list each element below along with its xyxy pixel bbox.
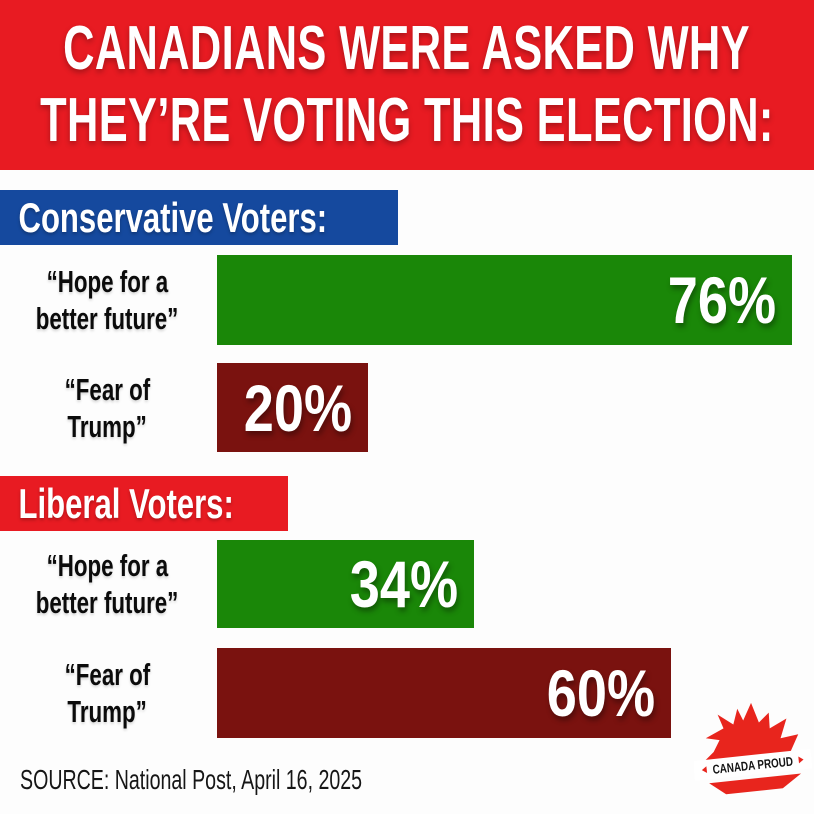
bar-label-hope: “Hope for a better future” xyxy=(8,255,206,345)
header-banner: CANADIANS WERE ASKED WHY THEY’RE VOTING … xyxy=(0,0,814,170)
bar-row-liberal-hope: “Hope for a better future” 34% xyxy=(0,540,814,628)
source-attribution: SOURCE: National Post, April 16, 2025 xyxy=(20,764,363,795)
bar-liberal-hope: 34% xyxy=(217,540,474,628)
bar-label-line1: “Fear of xyxy=(64,371,150,407)
bar-row-liberal-fear: “Fear of Trump” 60% xyxy=(0,648,814,738)
bar-liberal-fear: 60% xyxy=(217,648,671,738)
bar-value: 60% xyxy=(546,656,655,730)
logo-diamond-left-icon xyxy=(701,766,708,774)
bar-label-line1: “Fear of xyxy=(64,657,150,692)
bar-value: 76% xyxy=(667,263,776,337)
bar-label-line1: “Hope for a xyxy=(46,264,168,299)
header-title-line1: CANADIANS WERE ASKED WHY xyxy=(63,14,751,83)
group-banner-conservative: Conservative Voters: xyxy=(0,190,398,245)
bar-label-hope: “Hope for a better future” xyxy=(8,540,206,628)
logo-ribbon xyxy=(709,773,802,795)
logo-diamond-right-icon xyxy=(798,756,804,764)
bar-label-line2: Trump” xyxy=(67,408,147,444)
bar-label-line2: Trump” xyxy=(67,694,147,729)
bar-label-fear: “Fear of Trump” xyxy=(8,648,206,738)
bar-value: 20% xyxy=(243,370,352,445)
bar-row-conservative-fear: “Fear of Trump” 20% xyxy=(0,363,814,452)
group-banner-liberal: Liberal Voters: xyxy=(0,476,288,531)
canada-proud-logo: CANADA PROUD xyxy=(694,698,812,804)
bar-conservative-fear: 20% xyxy=(217,363,368,452)
bar-label-line2: better future” xyxy=(35,585,179,620)
group-banner-liberal-label: Liberal Voters: xyxy=(18,479,234,527)
bar-label-fear: “Fear of Trump” xyxy=(8,363,206,452)
bar-value: 34% xyxy=(349,547,458,621)
bar-label-line1: “Hope for a xyxy=(46,548,168,583)
logo-banner xyxy=(694,748,812,781)
header-title-line2: THEY’RE VOTING THIS ELECTION: xyxy=(40,86,774,155)
bar-row-conservative-hope: “Hope for a better future” 76% xyxy=(0,255,814,345)
maple-leaf-icon xyxy=(701,702,805,764)
group-banner-conservative-label: Conservative Voters: xyxy=(18,193,328,241)
bar-label-line2: better future” xyxy=(35,301,179,336)
bar-conservative-hope: 76% xyxy=(217,255,792,345)
